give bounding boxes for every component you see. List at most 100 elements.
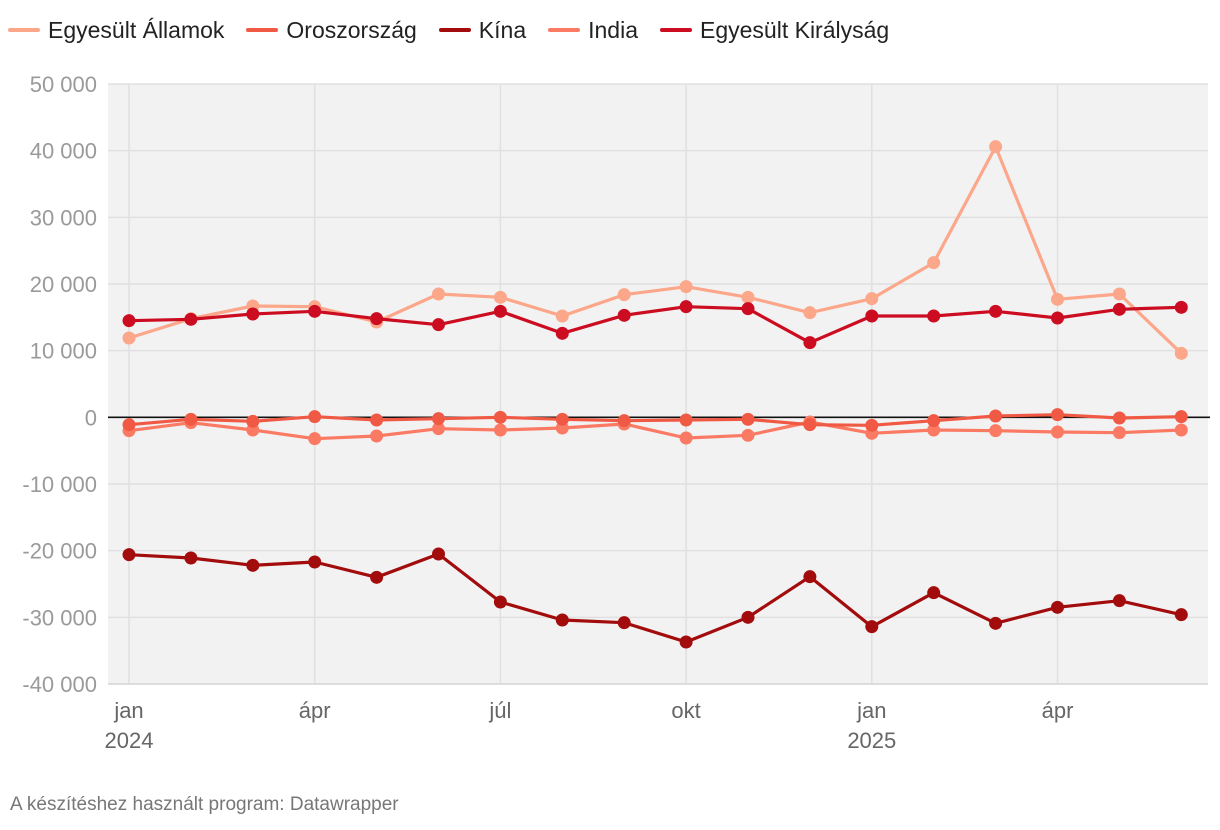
data-point xyxy=(370,413,384,427)
y-tick-label: 50 000 xyxy=(30,72,97,97)
legend-label: Kína xyxy=(478,16,527,43)
data-point xyxy=(1051,425,1064,439)
footer-credit: A készítéshez használt program: Datawrap… xyxy=(10,794,399,815)
data-point xyxy=(1051,408,1064,422)
data-point xyxy=(803,418,817,432)
data-point xyxy=(493,304,507,318)
legend-item-india: India xyxy=(548,17,638,44)
data-point xyxy=(1112,594,1126,608)
data-point xyxy=(1112,302,1126,316)
data-point xyxy=(865,309,879,323)
data-point xyxy=(1174,346,1188,360)
data-point xyxy=(1174,410,1188,424)
legend-swatch xyxy=(438,28,471,32)
legend-label: India xyxy=(588,16,638,43)
data-point xyxy=(803,306,817,320)
data-point xyxy=(555,613,569,627)
y-tick-label: 10 000 xyxy=(30,339,97,364)
series-egyesult-kiralysag xyxy=(122,300,1188,350)
legend-swatch xyxy=(8,28,40,32)
x-tick-year: 2024 xyxy=(105,728,154,753)
legend-swatch xyxy=(548,28,581,32)
data-point xyxy=(432,287,445,301)
x-tick-label: ápr xyxy=(1042,698,1074,723)
data-point xyxy=(308,304,322,318)
y-tick-label: -10 000 xyxy=(22,472,97,497)
legend: Egyesült Államok Oroszország Kína India … xyxy=(8,14,889,46)
data-point xyxy=(1112,411,1126,425)
data-point xyxy=(432,318,445,332)
data-point xyxy=(122,331,136,345)
data-point xyxy=(246,414,260,428)
y-tick-label: -40 000 xyxy=(22,672,97,697)
data-point xyxy=(865,620,879,634)
data-point xyxy=(989,424,1003,438)
legend-label: Egyesült Királyság xyxy=(700,16,890,43)
data-point xyxy=(1051,600,1064,614)
data-point xyxy=(308,555,322,569)
data-point xyxy=(679,300,693,314)
legend-swatch xyxy=(246,28,279,32)
plot-background xyxy=(108,84,1208,684)
data-point xyxy=(1174,423,1188,437)
data-point xyxy=(617,414,631,428)
y-tick-label: -30 000 xyxy=(22,605,97,630)
data-point xyxy=(493,595,507,609)
data-point xyxy=(1051,311,1064,325)
x-tick-label: jan xyxy=(856,698,886,723)
data-point xyxy=(741,302,755,316)
data-point xyxy=(184,412,198,426)
y-tick-label: 0 xyxy=(85,405,97,430)
series-kina xyxy=(122,547,1188,649)
legend-swatch xyxy=(660,28,692,32)
data-point xyxy=(432,547,445,561)
data-point xyxy=(927,423,941,437)
legend-item-kina: Kína xyxy=(438,16,527,44)
data-point xyxy=(246,307,260,321)
data-point xyxy=(370,570,384,584)
data-point xyxy=(493,423,507,437)
data-point xyxy=(493,410,507,424)
data-point xyxy=(617,308,631,322)
data-point xyxy=(555,309,569,323)
data-point xyxy=(989,616,1003,630)
data-point xyxy=(741,290,755,304)
data-point xyxy=(432,412,445,426)
data-point xyxy=(741,610,755,624)
series-line xyxy=(127,145,1183,355)
data-point xyxy=(555,326,569,340)
data-point xyxy=(184,551,198,565)
data-point xyxy=(184,312,198,326)
data-point xyxy=(803,570,817,584)
data-point xyxy=(246,558,260,572)
data-point xyxy=(865,418,879,432)
data-point xyxy=(1051,292,1064,306)
data-point xyxy=(1174,608,1188,622)
series-line xyxy=(127,413,1183,427)
series-india xyxy=(122,415,1188,446)
data-point xyxy=(989,409,1003,423)
data-point xyxy=(1112,287,1126,301)
data-point xyxy=(370,429,384,443)
legend-item-oroszorszag: Oroszország xyxy=(246,16,417,44)
x-tick-year: 2025 xyxy=(847,728,896,753)
data-point xyxy=(927,414,941,428)
data-point xyxy=(927,309,941,323)
data-point xyxy=(679,635,693,649)
data-point xyxy=(555,412,569,426)
legend-label: Egyesült Államok xyxy=(48,16,225,43)
legend-label: Oroszország xyxy=(286,16,417,43)
data-point xyxy=(122,548,136,562)
data-point xyxy=(1112,426,1126,440)
data-point xyxy=(679,413,693,427)
line-chart: 50 000 40 000 30 000 20 000 10 000 0 -10 000 -2… xyxy=(22,72,1210,753)
data-point xyxy=(741,412,755,426)
data-point xyxy=(370,312,384,326)
series-line xyxy=(127,552,1183,644)
legend-item-egyesult-allamok: Egyesült Államok xyxy=(8,17,224,44)
x-tick-label: ápr xyxy=(299,698,331,723)
series-line xyxy=(127,420,1183,441)
y-tick-label: -20 000 xyxy=(22,539,97,564)
x-tick-label: okt xyxy=(671,698,700,723)
data-point xyxy=(1174,300,1188,314)
